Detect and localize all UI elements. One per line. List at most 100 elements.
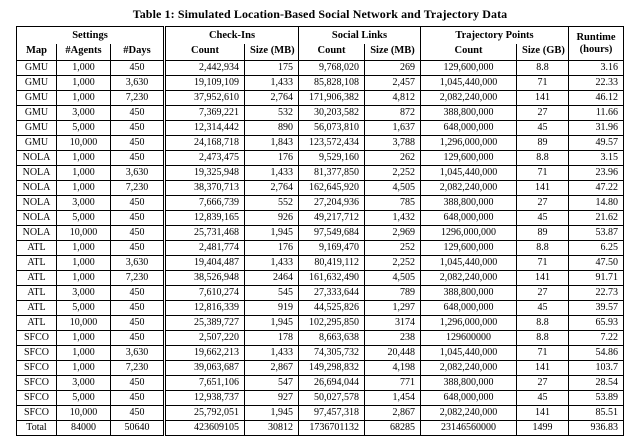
results-table: Settings Check-Ins Social Links Trajecto…: [15, 26, 624, 436]
cell: 2,867: [244, 360, 299, 376]
cell: 149,298,832: [298, 360, 365, 376]
cell: 450: [109, 300, 167, 316]
cell: GMU: [15, 75, 57, 91]
cell: 10,000: [55, 135, 111, 151]
cell: SFCO: [15, 360, 57, 376]
cell: 11.66: [568, 105, 624, 121]
cell: 919: [244, 300, 299, 316]
cell: 27: [516, 375, 569, 391]
cell: 3,630: [109, 165, 167, 181]
cell: ATL: [15, 240, 57, 256]
cell: 771: [364, 375, 421, 391]
cell: 7,230: [109, 90, 167, 106]
cell: 19,109,109: [164, 75, 245, 91]
cell: GMU: [15, 60, 57, 76]
cell: 2,082,240,000: [420, 90, 517, 106]
table-row: ATL 3,000 450 7,610,274 545 27,333,644 789 388,…: [15, 285, 624, 301]
cell: 97,549,684: [298, 225, 365, 241]
col-social-count: Count: [298, 43, 365, 61]
cell: 648,000,000: [420, 120, 517, 136]
cell: 141: [516, 90, 569, 106]
cell: 47.50: [568, 255, 624, 271]
cell: 10,000: [55, 315, 111, 331]
cell: 1,000: [55, 240, 111, 256]
cell: 789: [364, 285, 421, 301]
cell: 7,230: [109, 180, 167, 196]
cell: 2,867: [364, 405, 421, 421]
cell: 25,731,468: [164, 225, 245, 241]
cell: 45: [516, 120, 569, 136]
cell: 7,230: [109, 270, 167, 286]
table-body: GMU 1,000 450 2,442,934 175 9,768,020 269 129,6…: [15, 60, 624, 436]
table-header: Settings Check-Ins Social Links Trajecto…: [15, 26, 624, 61]
cell: NOLA: [15, 195, 57, 211]
cell: 141: [516, 405, 569, 421]
cell: 176: [244, 240, 299, 256]
cell: 1,297: [364, 300, 421, 316]
cell: 38,370,713: [164, 180, 245, 196]
runtime-unit: (hours): [579, 43, 613, 55]
cell: 4,505: [364, 270, 421, 286]
cell: 12,839,165: [164, 210, 245, 226]
cell: 7,230: [109, 360, 167, 376]
cell: 1,000: [55, 345, 111, 361]
cell: GMU: [15, 90, 57, 106]
cell: 3,630: [109, 255, 167, 271]
cell: 178: [244, 330, 299, 346]
cell: 1,000: [55, 330, 111, 346]
table-caption: Table 1: Simulated Location-Based Social…: [132, 7, 508, 21]
cell: 785: [364, 195, 421, 211]
cell: 23.96: [568, 165, 624, 181]
cell: 45: [516, 300, 569, 316]
cell: 1,000: [55, 75, 111, 91]
cell: 450: [109, 375, 167, 391]
total-row: Total 84000 50640 423609105 30812 1736701132 6…: [15, 420, 624, 436]
table-row: GMU 10,000 450 24,168,718 1,843 123,572,434 3,…: [15, 135, 624, 151]
cell: 3,000: [55, 285, 111, 301]
cell: 23146560000: [420, 420, 517, 436]
cell: 450: [109, 405, 167, 421]
cell: 85.51: [568, 405, 624, 421]
cell: 1,000: [55, 360, 111, 376]
cell: SFCO: [15, 345, 57, 361]
cell: 450: [109, 60, 167, 76]
cell: 50640: [109, 420, 167, 436]
cell: 7.22: [568, 330, 624, 346]
cell: 56,073,810: [298, 120, 365, 136]
cell: 7,666,739: [164, 195, 245, 211]
cell: 926: [244, 210, 299, 226]
cell: 450: [109, 150, 167, 166]
cell: 890: [244, 120, 299, 136]
cell: 24,168,718: [164, 135, 245, 151]
cell: Total: [15, 420, 57, 436]
cell: 1,000: [55, 255, 111, 271]
cell: 141: [516, 180, 569, 196]
cell: 2,252: [364, 255, 421, 271]
cell: 1,000: [55, 150, 111, 166]
cell: 5,000: [55, 300, 111, 316]
cell: 162,645,920: [298, 180, 365, 196]
cell: 30,203,582: [298, 105, 365, 121]
cell: 20,448: [364, 345, 421, 361]
cell: 2,082,240,000: [420, 180, 517, 196]
cell: 38,526,948: [164, 270, 245, 286]
cell: 1,433: [244, 255, 299, 271]
cell: 1,045,440,000: [420, 345, 517, 361]
cell: 7,651,106: [164, 375, 245, 391]
cell: ATL: [15, 300, 57, 316]
cell: 22.33: [568, 75, 624, 91]
cell: 39.57: [568, 300, 624, 316]
table-row: GMU 1,000 3,630 19,109,109 1,433 85,828,108 2,…: [15, 75, 624, 91]
cell: 388,800,000: [420, 105, 517, 121]
cell: 141: [516, 360, 569, 376]
cell: 25,389,727: [164, 315, 245, 331]
cell: 1,945: [244, 225, 299, 241]
cell: ATL: [15, 255, 57, 271]
cell: 4,812: [364, 90, 421, 106]
cell: 2464: [244, 270, 299, 286]
cell: 26,694,044: [298, 375, 365, 391]
table-row: GMU 1,000 450 2,442,934 175 9,768,020 269 129,6…: [15, 60, 624, 76]
table-row: ATL 10,000 450 25,389,727 1,945 102,295,850 31…: [15, 315, 624, 331]
cell: 53.89: [568, 390, 624, 406]
cell: 1,045,440,000: [420, 165, 517, 181]
